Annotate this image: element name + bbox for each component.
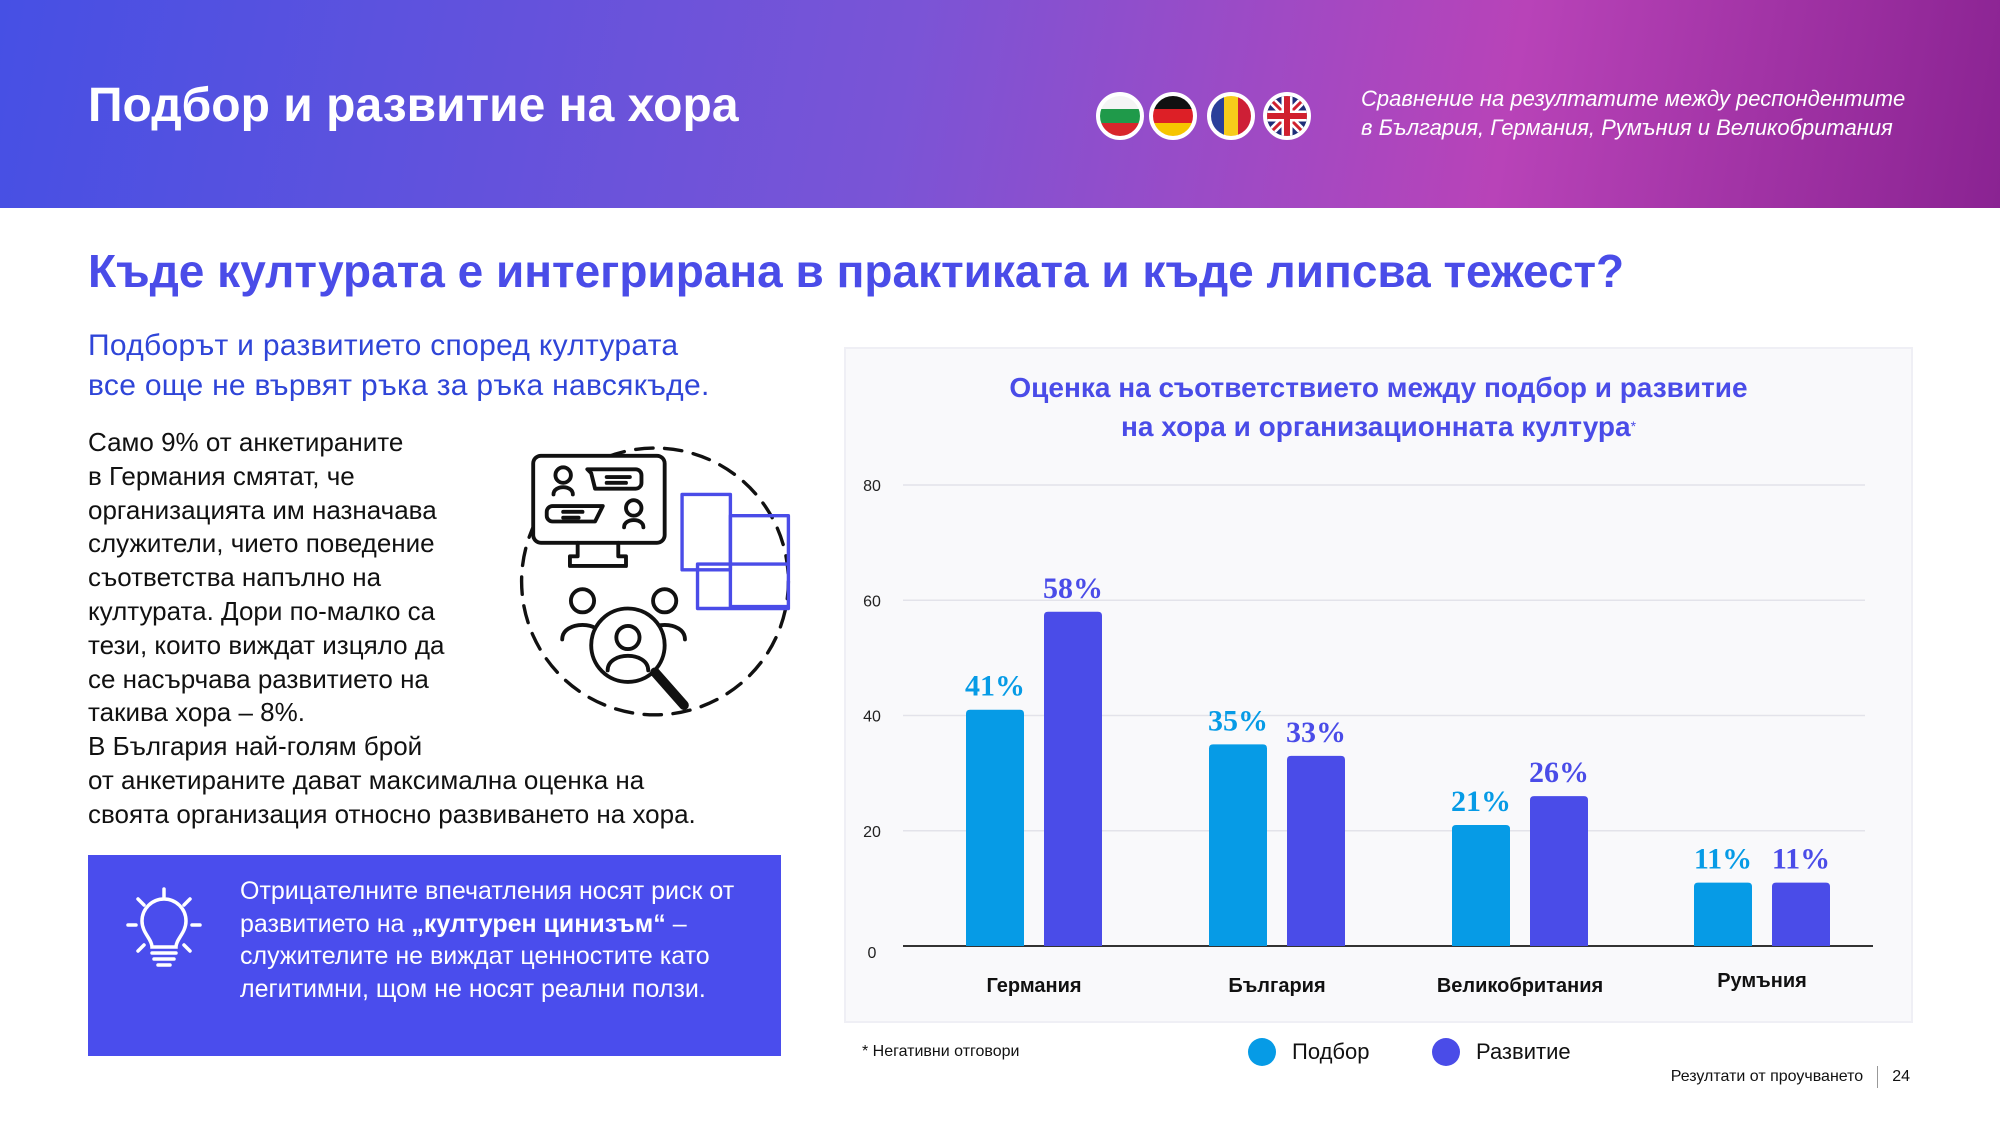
insight-callout: Отрицателните впечатления носят риск от …	[88, 855, 781, 1056]
category-label: Великобритания	[1437, 975, 1603, 997]
body-line: тези, които виждат изцяло да	[88, 629, 445, 660]
legend-dot	[1248, 1038, 1276, 1066]
chart-title-line: на хора и организационната култура	[1120, 411, 1631, 442]
data-label: 11%	[1772, 843, 1830, 876]
bar-Развитие	[1044, 611, 1102, 946]
bar-Развитие	[1287, 755, 1345, 946]
page-number: 24	[1892, 1068, 1910, 1085]
bar-Подбор	[966, 709, 1024, 946]
legend-label: Развитие	[1476, 1039, 1571, 1064]
body-line: своята организация относно развиването н…	[88, 798, 696, 829]
legend-dot	[1432, 1038, 1460, 1066]
header-subtitle: Сравнение на резултатите между респонден…	[1361, 84, 1905, 142]
bar-Развитие	[1772, 882, 1830, 946]
category-label: Германия	[986, 975, 1081, 997]
y-tick-label: 40	[863, 709, 881, 726]
callout-bold-text: „културен цинизъм“	[411, 909, 666, 938]
category-label: Румъния	[1717, 970, 1807, 992]
bar-Развитие	[1530, 796, 1588, 946]
lead-line: все още не вървят ръка за ръка навсякъде…	[88, 369, 710, 402]
callout-text: Отрицателните впечатления носят риск от …	[240, 875, 760, 1005]
body-line: организацията им назначава	[88, 494, 437, 525]
subtitle-line: в България, Германия, Румъния и Великобр…	[1361, 115, 1893, 140]
y-tick-label: 80	[863, 478, 881, 495]
footer: Резултати от проучването 24	[1671, 1066, 1910, 1088]
footer-label: Резултати от проучването	[1670, 1068, 1864, 1085]
bar-Подбор	[1209, 744, 1267, 946]
chart-title-line: Оценка на съответствието между подбор и …	[1009, 372, 1748, 403]
body-line: се насърчава развитието на	[88, 663, 429, 694]
callout-text-part: – служителите не виждат ценностите като …	[240, 909, 710, 1003]
chart-footnote: * Негативни отговори	[862, 1043, 1020, 1060]
data-label: 41%	[965, 670, 1025, 703]
lead-text: Подборът и развитието според културата в…	[88, 326, 710, 406]
data-label: 58%	[1043, 572, 1103, 605]
romania-flag-icon	[1207, 92, 1255, 140]
bar-Подбор	[1694, 882, 1752, 946]
body-line: такива хора – 8%.	[88, 697, 305, 728]
section-title: Подбор и развитие на хора	[88, 79, 739, 132]
y-tick-label: 0	[868, 945, 877, 962]
y-tick-label: 60	[863, 593, 881, 610]
germany-flag-icon	[1149, 92, 1197, 140]
body-text: Само 9% от анкетираните в Германия смятат…	[88, 426, 696, 832]
page-heading: Къде културата е интегрирана в практикат…	[88, 245, 1625, 297]
y-tick-label: 20	[863, 824, 881, 841]
footnote-mark: *	[1630, 418, 1637, 434]
bulgaria-flag-icon	[1096, 92, 1144, 140]
category-label: България	[1228, 975, 1325, 997]
body-line: културата. Дори по-малко са	[88, 595, 436, 626]
body-line: Само 9% от анкетираните	[88, 427, 404, 457]
body-line: от анкетираните дават максимална оценка …	[88, 764, 645, 795]
lead-line: Подборът и развитието според културата	[88, 329, 679, 362]
header-banner: Подбор и развитие на хора Сравнение на р…	[0, 0, 2000, 208]
body-line: служители, чието поведение	[88, 528, 435, 559]
footer-divider	[1877, 1066, 1879, 1088]
subtitle-line: Сравнение на резултатите между респонден…	[1361, 86, 1906, 111]
data-label: 11%	[1694, 843, 1752, 876]
lightbulb-icon	[126, 887, 202, 967]
body-line: в Германия смятат, че	[88, 460, 355, 491]
bar-Подбор	[1452, 824, 1510, 946]
data-label: 21%	[1451, 785, 1511, 818]
uk-flag-icon	[1263, 92, 1311, 140]
callout-text-part: Отрицателните впечатления носят риск от …	[240, 877, 735, 938]
data-label: 35%	[1208, 704, 1268, 737]
body-line: съответства напълно на	[88, 562, 382, 593]
body-line: В България най-голям брой	[88, 731, 423, 762]
legend-item-podbor: Подбор	[1248, 1038, 1369, 1066]
data-label: 33%	[1286, 716, 1346, 749]
chart-title: Оценка на съответствието между подбор и …	[844, 368, 1913, 446]
data-label: 26%	[1529, 756, 1589, 789]
legend-label: Подбор	[1292, 1039, 1370, 1064]
legend-item-razvitie: Развитие	[1432, 1038, 1571, 1066]
recruitment-illustration	[519, 446, 791, 717]
